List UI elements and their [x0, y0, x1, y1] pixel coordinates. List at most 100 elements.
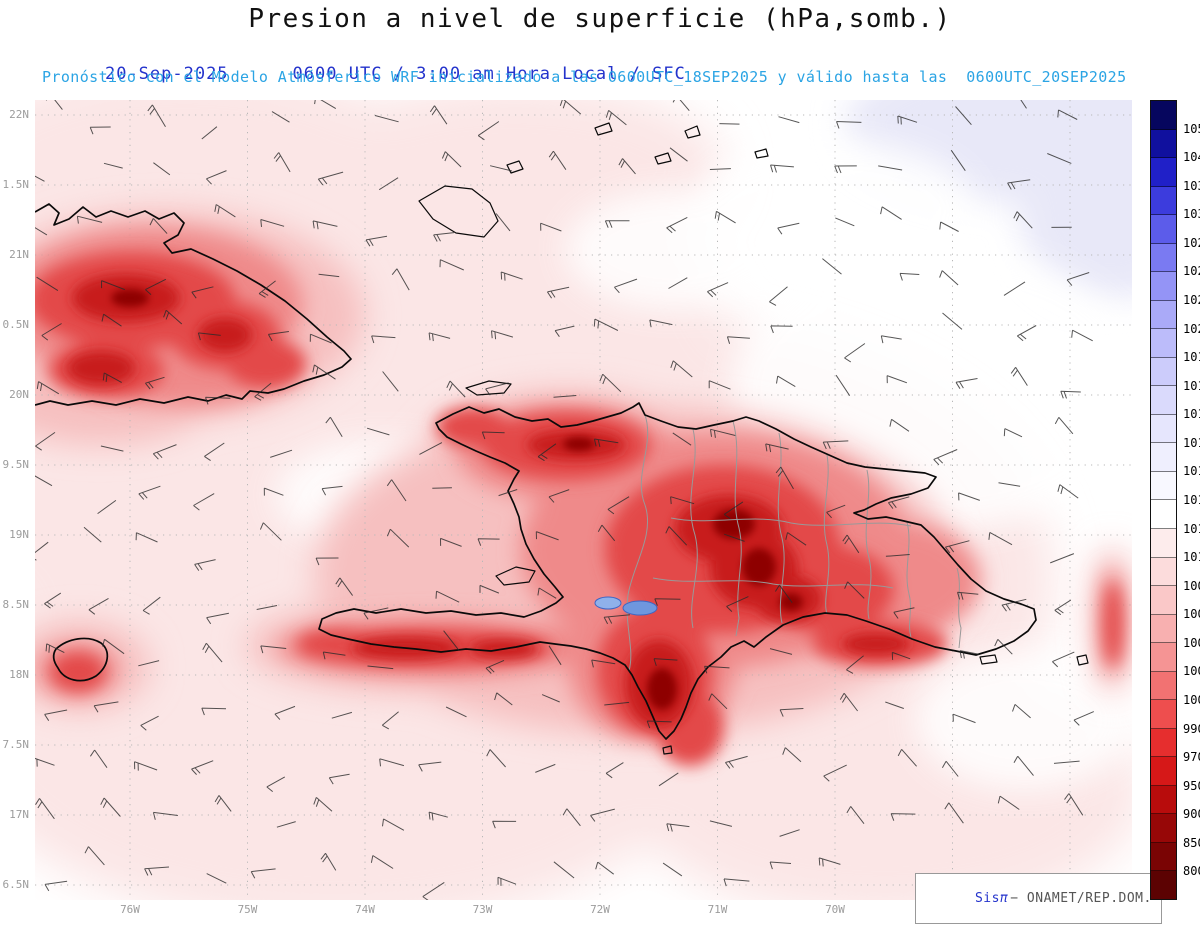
- colorbar-segment: [1151, 671, 1176, 701]
- colorbar-tick-label: 1040: [1183, 150, 1200, 165]
- colorbar-segment: [1151, 101, 1176, 130]
- y-axis-tick-label: 22N: [9, 108, 29, 121]
- x-axis-tick-label: 72W: [590, 903, 610, 916]
- island-mona: [1076, 654, 1089, 666]
- colorbar-tick-label: 1006: [1183, 607, 1200, 622]
- y-axis-tick-label: 18N: [9, 668, 29, 681]
- island-turks-3: [754, 148, 769, 159]
- x-axis-tick-label: 75W: [237, 903, 258, 916]
- colorbar-tick-label: 1018: [1183, 378, 1200, 393]
- x-axis-tick-label: 74W: [355, 903, 375, 916]
- colorbar-segment: [1151, 414, 1176, 444]
- coastline-jamaica: [52, 637, 109, 682]
- island-caicos: [594, 122, 613, 136]
- lakes: [594, 596, 658, 616]
- colorbar-segment: [1151, 443, 1176, 472]
- colorbar-tick-label: 990: [1183, 721, 1200, 736]
- colorbar-tick-label: 1020: [1183, 321, 1200, 336]
- y-axis-tick-label: 1.5N: [2, 178, 30, 191]
- forecast-valid-label: 0600 UTC / 3:00 am Hora Local / SFC: [292, 64, 686, 84]
- colorbar-tick-label: 1017: [1183, 407, 1200, 422]
- colorbar-tick-label: 1000: [1183, 693, 1200, 707]
- coastline-cuba: [34, 203, 352, 406]
- colorbar-segment: [1151, 300, 1176, 330]
- x-axis-tick-label: 73W: [472, 903, 493, 916]
- colorbar-tick-label: 1008: [1183, 578, 1200, 593]
- colorbar-tick-label: 1015: [1183, 464, 1200, 479]
- island-beata: [662, 745, 673, 755]
- map-area: Sisπ − ONAMET/REP.DOM.: [0, 45, 1200, 927]
- colorbar-tick-label: 950: [1183, 778, 1200, 793]
- colorbar-segment: [1151, 386, 1176, 415]
- x-axis-tick-label: 76W: [120, 903, 140, 916]
- colorbar-tick-label: 1012: [1183, 521, 1200, 536]
- colorbar-segment: [1151, 243, 1176, 273]
- colorbar-segment: [1151, 557, 1176, 587]
- colorbar-segment: [1151, 357, 1176, 387]
- y-axis-tick-label: 17N: [9, 808, 29, 821]
- chart-subtitle-datetime: 20-Sep-2025 0600 UTC / 3:00 am Hora Local…: [60, 44, 686, 104]
- colorbar-segment: [1151, 842, 1176, 872]
- y-axis-tick-label: 0.5N: [2, 318, 30, 331]
- chart-title: Presion a nivel de superficie (hPa,somb.…: [248, 4, 952, 34]
- colorbar-segment: [1151, 814, 1176, 843]
- colorbar-tick-label: 1030: [1183, 207, 1200, 222]
- colorbar-tick-label: 1022: [1183, 293, 1200, 307]
- colorbar-segment: [1151, 643, 1176, 672]
- credit-onamet-label: − ONAMET/REP.DOM.: [1010, 891, 1152, 906]
- y-axis-tick-label: 19N: [9, 528, 29, 541]
- wind-barbs: [24, 90, 1094, 902]
- credit-pi-symbol: π: [999, 891, 1009, 906]
- colorbar: [1150, 100, 1177, 900]
- colorbar-tick-label: 1004: [1183, 635, 1200, 650]
- island-great-inagua: [418, 185, 499, 238]
- y-axis-tick-label: 6.5N: [2, 878, 30, 891]
- colorbar-tick-label: 1016: [1183, 435, 1200, 450]
- coastline-hispaniola: [318, 402, 1037, 740]
- colorbar-segment: [1151, 728, 1176, 758]
- pressure-map-canvas: [0, 45, 1200, 927]
- colorbar-segment: [1151, 186, 1176, 216]
- colorbar-segment: [1151, 272, 1176, 301]
- credit-badge: Sisπ − ONAMET/REP.DOM.: [915, 873, 1162, 924]
- colorbar-tick-label: 1050: [1183, 121, 1200, 136]
- colorbar-segment: [1151, 757, 1176, 786]
- y-axis-tick-label: 20N: [9, 388, 29, 401]
- colorbar-tick-label: 900: [1183, 807, 1200, 822]
- colorbar-tick-label: 970: [1183, 750, 1200, 765]
- colorbar-tick-label: 850: [1183, 835, 1200, 850]
- colorbar-segment: [1151, 785, 1176, 815]
- colorbar-tick-label: 800: [1183, 864, 1200, 879]
- colorbar-segment: [1151, 586, 1176, 615]
- chart-subtitle-model: Pronóstico con el Modelo Atmósferico WRF…: [42, 68, 1127, 86]
- colorbar-tick-label: 1019: [1183, 350, 1200, 365]
- colorbar-segment: [1151, 158, 1176, 187]
- colorbar-tick-label: 1038: [1183, 178, 1200, 193]
- colorbar-segment: [1151, 700, 1176, 729]
- colorbar-segment: [1151, 471, 1176, 501]
- coastlines: [34, 203, 1037, 740]
- colorbar-tick-label: 1013: [1183, 493, 1200, 507]
- province-borders: [626, 414, 962, 672]
- pressure-shading-strong: [3, 227, 1124, 766]
- colorbar-tick-label: 1028: [1183, 235, 1200, 250]
- forecast-date-label: 20-Sep-2025: [104, 64, 229, 84]
- island-gonave: [495, 566, 536, 586]
- y-axis-tick-label: 8.5N: [2, 598, 30, 611]
- x-axis-tick-label: 70W: [825, 903, 845, 916]
- island-tortuga: [465, 380, 512, 396]
- colorbar-tick-label: 1002: [1183, 664, 1200, 679]
- y-axis-tick-label: 9.5N: [2, 458, 30, 471]
- colorbar-segment: [1151, 329, 1176, 358]
- island-turks-2: [684, 125, 701, 139]
- colorbar-segment: [1151, 500, 1176, 529]
- y-axis-tick-label: 7.5N: [2, 738, 30, 751]
- island-turks-1: [654, 152, 672, 165]
- colorbar-segment: [1151, 215, 1176, 244]
- colorbar-segment: [1151, 129, 1176, 159]
- y-axis-tick-label: 21N: [9, 248, 29, 261]
- colorbar-segment: [1151, 528, 1176, 558]
- x-axis-tick-label: 71W: [707, 903, 728, 916]
